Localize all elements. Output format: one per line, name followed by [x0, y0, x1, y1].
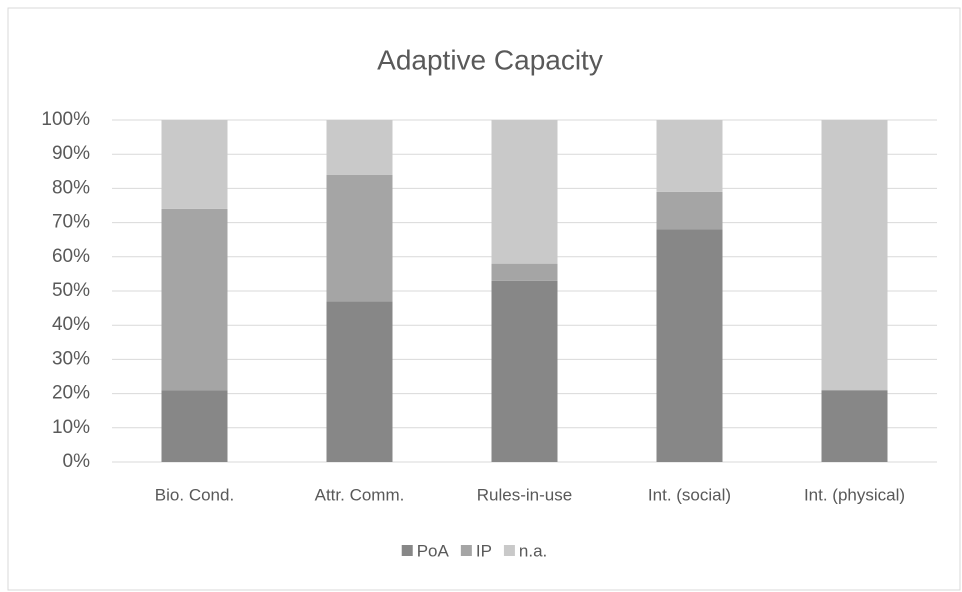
- y-tick-label: 90%: [52, 143, 90, 164]
- bar-segment: [491, 120, 558, 264]
- bar-segment: [656, 229, 723, 462]
- chart-title: Adaptive Capacity: [377, 44, 603, 75]
- bar-segment: [821, 120, 888, 391]
- x-tick-label: Rules-in-use: [477, 485, 572, 504]
- y-tick-label: 70%: [52, 212, 90, 233]
- x-tick-label: Int. (physical): [804, 485, 905, 504]
- y-tick-label: 40%: [52, 314, 90, 335]
- y-tick-label: 10%: [52, 417, 90, 438]
- y-tick-label: 50%: [52, 280, 90, 301]
- y-tick-label: 20%: [52, 383, 90, 404]
- y-tick-label: 30%: [52, 348, 90, 369]
- bar-segment: [326, 174, 393, 302]
- bar-segment: [656, 191, 723, 230]
- bar-segment: [326, 120, 393, 175]
- x-tick-label: Bio. Cond.: [155, 485, 234, 504]
- bar-segment: [161, 208, 228, 391]
- bar-segment: [491, 280, 558, 462]
- legend-swatch: [401, 545, 413, 556]
- bar-segment: [326, 301, 393, 462]
- legend-label: n.a.: [519, 541, 547, 560]
- bar-segment: [491, 263, 558, 281]
- bar-segment: [656, 120, 723, 192]
- bar-segment: [161, 390, 228, 462]
- legend-label: PoA: [417, 541, 450, 560]
- legend-swatch: [460, 545, 472, 556]
- y-tick-label: 100%: [41, 109, 90, 130]
- y-tick-label: 0%: [63, 451, 91, 472]
- y-tick-label: 60%: [52, 246, 90, 267]
- y-tick-label: 80%: [52, 177, 90, 198]
- legend-swatch: [503, 545, 515, 556]
- bar-segment: [161, 120, 228, 209]
- x-tick-label: Int. (social): [648, 485, 731, 504]
- legend-label: IP: [476, 541, 492, 560]
- x-tick-label: Attr. Comm.: [315, 485, 405, 504]
- bar-segment: [821, 390, 888, 462]
